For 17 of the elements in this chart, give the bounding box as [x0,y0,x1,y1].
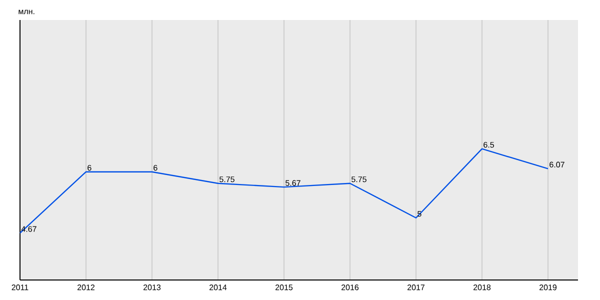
x-tick-label: 2015 [276,284,293,290]
data-label: 5.75 [352,176,366,182]
x-tick-label: 2014 [210,284,227,290]
data-label: 6 [88,164,92,171]
data-label: 5.67 [286,180,300,186]
data-label: 5.75 [220,176,234,182]
x-tick-label: 2017 [408,284,424,290]
data-label: 6 [154,164,158,171]
x-tick-label: 2012 [78,284,94,290]
x-tick-label: 2016 [342,284,359,290]
x-tick-label: 2011 [12,284,28,290]
data-label: 6.07 [550,162,564,168]
x-tick-label: 2018 [474,284,491,290]
data-label: 6.5 [484,142,494,148]
x-tick-label: 2019 [540,284,557,290]
x-tick-label: 2013 [144,284,161,290]
y-axis-title: млн. [18,10,34,14]
